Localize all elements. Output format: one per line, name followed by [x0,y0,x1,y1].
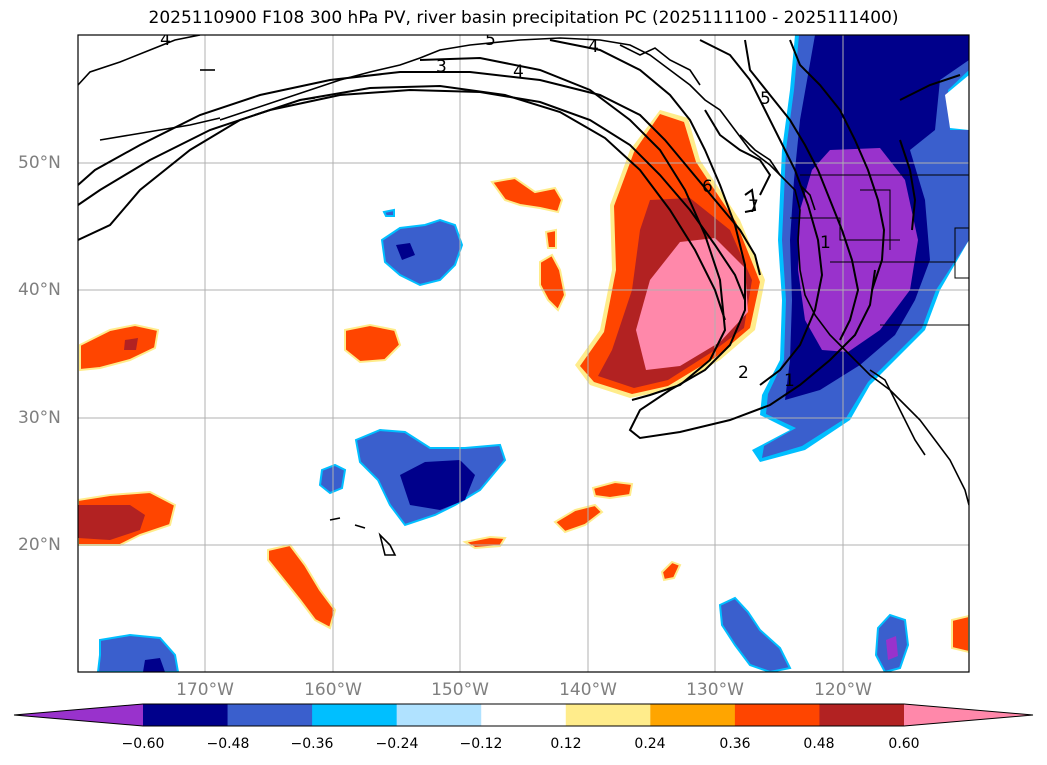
colorbar-cell [396,704,482,726]
map-panel: 4 5 4 3 4 5 6 7 1 2 1 [77,30,970,673]
contour-labels: 4 5 4 3 4 5 6 7 1 2 1 [160,30,831,391]
contour-label: 4 [513,62,524,82]
colorbar-tick: −0.36 [290,736,334,752]
negative-anomaly-region [380,218,464,287]
colorbar-cell [819,704,905,726]
positive-anomaly-region [591,480,634,500]
latitude-label: 20°N [18,535,61,555]
positive-anomaly-region [79,323,160,372]
latitude-label: 50°N [18,153,61,173]
positive-anomaly-region [951,614,969,654]
positive-anomaly-region [490,176,564,214]
positive-anomaly-region [267,543,337,630]
positive-anomaly-region [636,238,748,370]
latitude-label: 30°N [18,408,61,428]
colorbar-tick: −0.12 [459,736,503,752]
contour-label: 7 [748,197,759,217]
colorbar-tick: 0.36 [719,736,751,752]
negative-anomaly-region [382,208,395,217]
contour-label: 1 [820,233,831,253]
negative-anomaly-region [945,75,969,130]
contour-label: 5 [485,30,496,50]
contour-label: 3 [436,57,447,77]
longitude-label: 120°W [814,680,872,700]
colorbar-cell [565,704,651,726]
positive-anomaly-region [539,253,567,312]
longitude-label: 160°W [304,680,362,700]
longitude-label: 140°W [559,680,617,700]
negative-anomaly-region [886,636,898,660]
colorbar-tick: −0.24 [375,736,419,752]
colorbar-tick: 0.12 [550,736,582,752]
negative-anomaly-region [396,243,415,260]
colorbar-cell [734,704,820,726]
political-borders [790,174,969,326]
colorbar-extend-high [904,704,1033,726]
colorbar-tick: 0.48 [803,736,835,752]
colorbar [13,703,1034,727]
colorbar-outline [13,703,1034,727]
contour-label: 2 [738,363,749,383]
longitude-label: 130°W [686,680,744,700]
colorbar-cell [650,704,736,726]
contour-label: 5 [760,89,771,109]
contour-label: 4 [160,30,171,50]
pv-contours [78,39,961,440]
longitude-label: 150°W [431,680,489,700]
contour-label: 4 [588,37,599,57]
colorbar-tick: 0.60 [888,736,920,752]
positive-anomaly-region [553,503,604,534]
colorbar-extend-low [14,704,143,726]
positive-anomaly-region [544,228,557,249]
precipitation-shading [78,35,969,672]
graticule [78,35,969,672]
colorbar-cell [481,704,567,726]
negative-anomaly-region [143,658,165,672]
colorbar-tick: 0.24 [634,736,666,752]
contour-label: 1 [784,371,795,391]
negative-anomaly-region [798,148,918,352]
colorbar-cell [143,704,229,726]
positive-anomaly-region [124,338,138,350]
colorbar-cell [227,704,313,726]
colorbar-tick: −0.60 [121,736,165,752]
positive-anomaly-region [660,560,682,582]
colorbar-cell [312,704,398,726]
latitude-label: 40°N [18,280,61,300]
positive-anomaly-region [344,323,402,364]
negative-anomaly-region [400,460,475,510]
colorbar-tick: −0.48 [206,736,250,752]
map-frame [77,34,970,673]
longitude-label: 170°W [176,680,234,700]
negative-anomaly-region [718,596,792,672]
map-title: 2025110900 F108 300 hPa PV, river basin … [148,8,899,28]
positive-anomaly-region [78,505,145,540]
contour-label: 6 [702,177,713,197]
